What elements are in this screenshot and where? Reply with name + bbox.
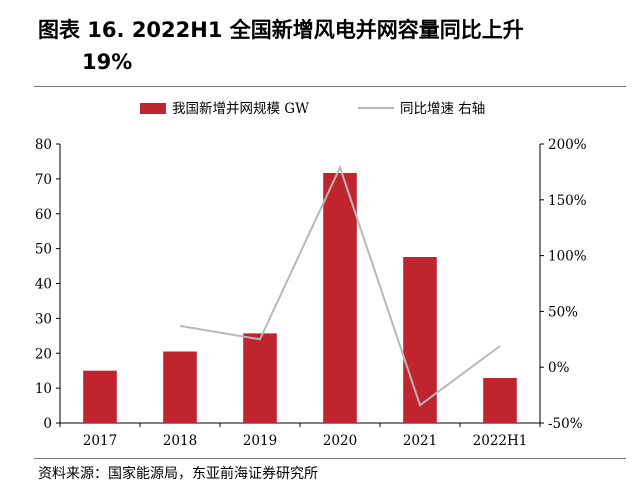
legend: 我国新增并网规模 GW 同比增速 右轴 xyxy=(140,101,485,117)
left-axis-tick-label: 30 xyxy=(35,311,52,327)
bar-2021 xyxy=(403,256,437,423)
chart-title-line1: 图表 16. 2022H1 全国新增风电并网容量同比上升 xyxy=(38,18,524,42)
bottom-divider xyxy=(34,458,626,459)
chart-area: 我国新增并网规模 GW 同比增速 右轴 0 10 20 30 40 50 60 70 80 -50… xyxy=(35,101,587,449)
left-axis-tick-label: 40 xyxy=(35,277,52,293)
plot: 0 10 20 30 40 50 60 70 80 -50% 0% 50% 100% 150% 200% 20… xyxy=(35,137,587,449)
left-axis-tick-label: 60 xyxy=(35,207,52,223)
right-axis-tick-label: 50% xyxy=(548,304,578,320)
x-axis-tick-label: 2022H1 xyxy=(473,433,528,449)
top-divider xyxy=(34,86,626,87)
right-axis-tick-label: 0% xyxy=(548,360,570,376)
left-axis-tick-label: 80 xyxy=(35,137,52,153)
x-axis-tick-label: 2019 xyxy=(243,433,277,449)
x-axis-tick-label: 2020 xyxy=(323,433,357,449)
source-note: 资料来源：国家能源局，东亚前海证券研究所 xyxy=(38,466,318,482)
left-axis-tick-label: 20 xyxy=(35,346,52,362)
right-axis-tick-label: 150% xyxy=(548,193,587,209)
x-axis-tick-label: 2018 xyxy=(163,433,197,449)
legend-bar-label: 我国新增并网规模 GW xyxy=(172,101,309,117)
bar-2018 xyxy=(163,351,197,423)
chart-title: 图表 16. 2022H1 全国新增风电并网容量同比上升 19% xyxy=(38,14,618,78)
left-axis-tick-label: 0 xyxy=(43,416,52,432)
left-axis-tick-label: 70 xyxy=(35,172,52,188)
bar-2022H1 xyxy=(483,378,517,423)
left-axis-tick-label: 10 xyxy=(35,381,52,397)
left-axis-tick-label: 50 xyxy=(35,242,52,258)
legend-bar-swatch xyxy=(140,103,166,114)
right-axis-tick-label: 100% xyxy=(548,249,587,265)
right-axis-tick-label: -50% xyxy=(548,416,583,432)
bar-2019 xyxy=(243,333,277,423)
bar-2017 xyxy=(83,370,117,423)
right-axis-tick-label: 200% xyxy=(548,137,587,153)
x-axis-tick-label: 2017 xyxy=(83,433,117,449)
legend-line-label: 同比增速 右轴 xyxy=(400,101,485,117)
bar-2020 xyxy=(323,172,357,423)
chart-title-line2: 19% xyxy=(82,50,133,74)
x-axis-tick-label: 2021 xyxy=(403,433,437,449)
